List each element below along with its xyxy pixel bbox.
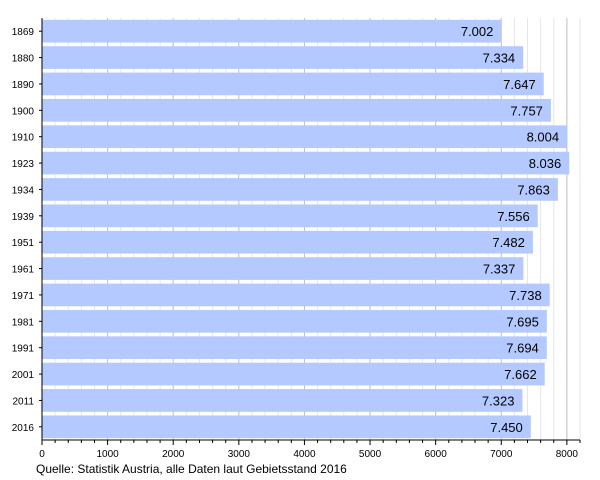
bar-1900 (42, 98, 551, 122)
data-label: 7.334 (483, 51, 516, 66)
bar-1961 (42, 257, 524, 280)
bar-2016 (42, 415, 531, 439)
y-tick-label: 1991 (12, 344, 35, 355)
data-label: 7.450 (490, 420, 523, 435)
bar-1981 (42, 309, 547, 333)
y-tick-label: 1869 (12, 27, 35, 38)
data-label: 7.863 (517, 182, 550, 197)
y-tick-label: 1934 (12, 185, 35, 196)
y-tick-label: 1880 (12, 54, 35, 65)
bar-1890 (42, 72, 544, 96)
data-label: 7.002 (461, 24, 494, 39)
source-note: Quelle: Statistik Austria, alle Daten la… (36, 462, 347, 476)
x-tick-label: 7000 (490, 449, 513, 460)
y-tick-label: 1939 (12, 212, 35, 223)
y-tick-label: 1890 (12, 80, 35, 91)
bar-1991 (42, 336, 547, 360)
x-tick-label: 5000 (359, 449, 382, 460)
x-tick-label: 0 (39, 449, 45, 460)
data-label: 8.004 (527, 130, 560, 145)
bar-1910 (42, 125, 568, 149)
data-label: 7.482 (492, 235, 525, 250)
x-tick-label: 3000 (228, 449, 251, 460)
data-label: 7.556 (497, 209, 530, 224)
bar-2011 (42, 389, 523, 412)
data-label: 7.337 (483, 262, 516, 277)
y-tick-label: 1961 (12, 265, 35, 276)
bar-1934 (42, 178, 558, 201)
y-tick-label: 1971 (12, 291, 35, 302)
bar-1880 (42, 46, 524, 69)
data-label: 7.738 (509, 288, 542, 303)
data-label: 7.695 (506, 314, 539, 329)
data-label: 7.647 (503, 77, 536, 92)
y-tick-label: 1900 (12, 106, 35, 117)
y-tick-label: 2001 (12, 370, 35, 381)
bar-2001 (42, 362, 545, 386)
data-label: 7.323 (482, 393, 515, 408)
data-label: 8.036 (529, 156, 562, 171)
x-tick-label: 6000 (425, 449, 448, 460)
data-label: 7.757 (510, 103, 543, 118)
bar-1869 (42, 19, 502, 43)
bar-1971 (42, 283, 550, 307)
x-tick-label: 4000 (293, 449, 316, 460)
y-tick-label: 2016 (12, 423, 35, 434)
bar-1951 (42, 230, 533, 254)
y-tick-label: 1951 (12, 238, 35, 249)
x-tick-label: 1000 (96, 449, 119, 460)
x-tick-label: 2000 (162, 449, 185, 460)
y-tick-label: 1910 (12, 133, 35, 144)
y-tick-label: 1981 (12, 317, 35, 328)
y-tick-label: 2011 (12, 396, 34, 407)
bar-1939 (42, 204, 538, 228)
x-tick-label: 8000 (556, 449, 579, 460)
data-label: 7.662 (504, 367, 537, 382)
bar-1923 (42, 151, 570, 175)
y-tick-label: 1923 (12, 159, 35, 170)
data-label: 7.694 (506, 341, 539, 356)
